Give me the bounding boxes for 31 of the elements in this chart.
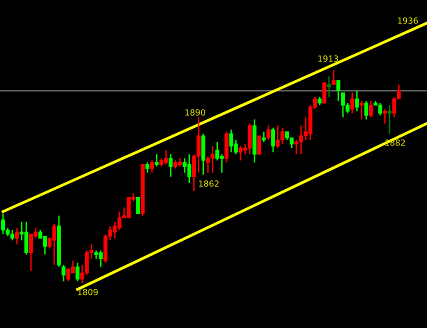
candlestick [42, 235, 47, 256]
candlestick [364, 100, 368, 120]
candlestick [327, 76, 331, 98]
candlestick [15, 227, 19, 246]
candlestick [76, 262, 80, 282]
candlestick [280, 126, 284, 145]
candlestick [354, 90, 359, 112]
candlestick [168, 154, 173, 178]
candlestick [257, 135, 262, 155]
candlestick [1, 212, 6, 235]
candlestick [145, 162, 150, 174]
candlestick [382, 108, 387, 124]
candlestick [62, 264, 66, 282]
annotation: 1809 [78, 288, 98, 296]
candlestick [336, 80, 340, 102]
candlestick [154, 154, 159, 168]
candlestick [266, 124, 270, 141]
candlestick [388, 104, 392, 134]
annotation: 1913 [318, 55, 338, 62]
annotation: 1890 [185, 109, 206, 116]
candlestick [360, 100, 364, 120]
candlestick [150, 160, 154, 174]
candlestick [350, 92, 354, 114]
text: 1936 [398, 17, 418, 24]
candlestick [271, 126, 276, 153]
candlestick [332, 70, 336, 86]
annotation: 1862 [199, 180, 219, 187]
candlestick [136, 196, 140, 214]
candlestick [322, 82, 326, 104]
candlestick [368, 100, 373, 118]
candlestick [262, 131, 266, 143]
